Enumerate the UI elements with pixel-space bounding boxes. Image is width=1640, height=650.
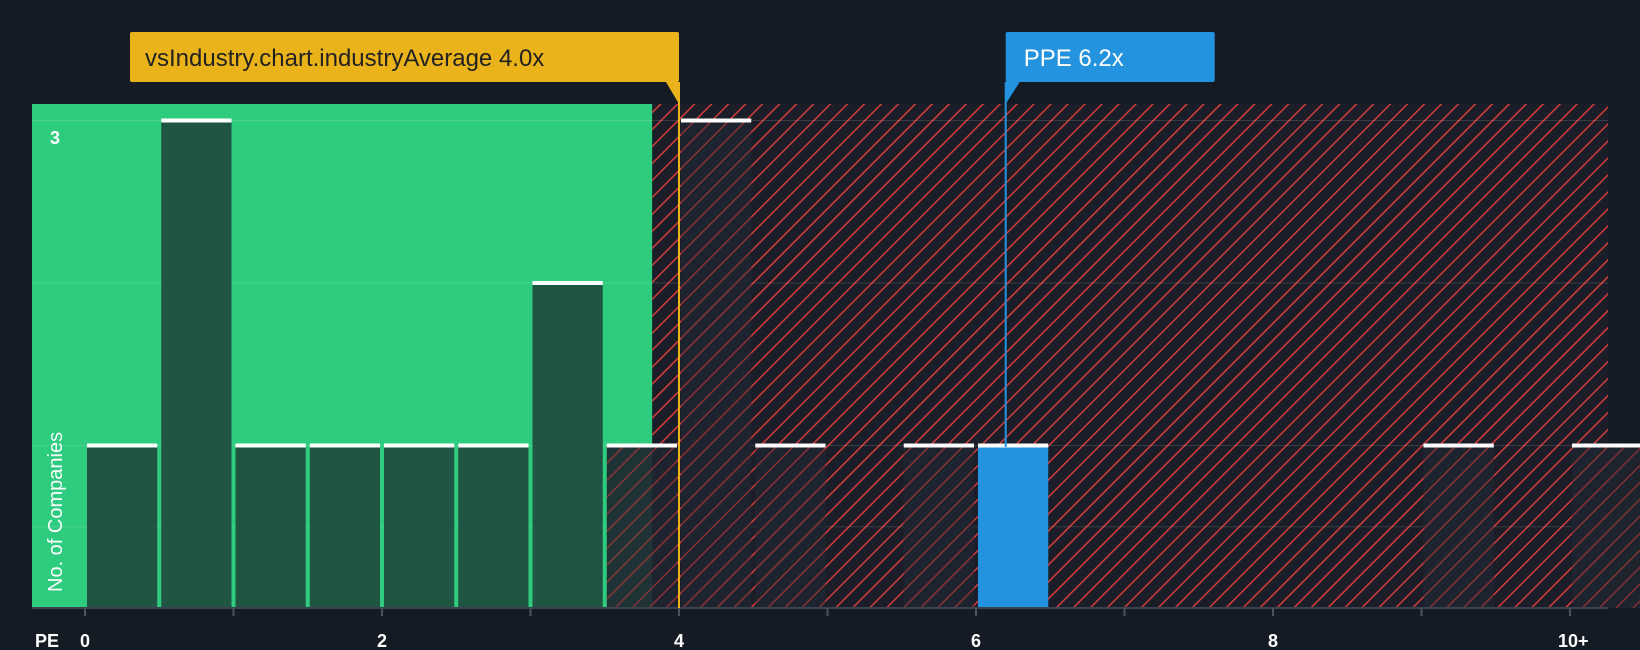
x-tick-label: 4 bbox=[674, 631, 684, 650]
markers bbox=[678, 82, 1007, 608]
bar-top bbox=[1572, 443, 1640, 448]
company-callout-pointer bbox=[1005, 82, 1020, 104]
industry-average-callout bbox=[130, 32, 679, 82]
bar-top bbox=[235, 443, 306, 448]
bar-top bbox=[458, 443, 529, 448]
x-tick-label: 0 bbox=[80, 631, 90, 650]
bar-top bbox=[681, 118, 752, 123]
histogram-bar bbox=[532, 283, 603, 608]
histogram-bar bbox=[384, 445, 455, 608]
bar-top bbox=[755, 443, 826, 448]
histogram-bar bbox=[235, 445, 306, 608]
x-axis-title: PE bbox=[35, 631, 59, 650]
x-tick-label: 6 bbox=[971, 631, 981, 650]
industry-average-callout-pointer bbox=[666, 82, 679, 104]
x-tick-label: 8 bbox=[1268, 631, 1278, 650]
bar-top bbox=[903, 443, 974, 448]
industry-average-label: vsIndustry.chart.industryAverage 4.0x bbox=[145, 45, 544, 72]
x-tick-label: 2 bbox=[377, 631, 387, 650]
bar-top bbox=[161, 118, 232, 123]
bar-hatch-overlay bbox=[1572, 445, 1640, 608]
bar-top bbox=[606, 443, 677, 448]
y-tick-label: 3 bbox=[50, 128, 60, 148]
bar-hatch-overlay bbox=[606, 445, 677, 608]
bar-top bbox=[1423, 443, 1494, 448]
bar-top bbox=[309, 443, 380, 448]
bar-top bbox=[87, 443, 158, 448]
bar-hatch-overlay bbox=[681, 120, 752, 608]
bar-company bbox=[978, 445, 1049, 608]
bar-top bbox=[384, 443, 455, 448]
histogram-bars bbox=[87, 118, 1640, 608]
histogram-bar bbox=[309, 445, 380, 608]
bar-hatch-overlay bbox=[755, 445, 826, 608]
x-axis: 0 2 4 6 8 10+ bbox=[80, 608, 1589, 650]
bar-top bbox=[978, 443, 1049, 448]
bar-hatch-overlay bbox=[1423, 445, 1494, 608]
x-tick-label: 10+ bbox=[1558, 631, 1589, 650]
callouts: vsIndustry.chart.industryAverage 4.0x PP… bbox=[130, 32, 1215, 104]
y-axis-title: No. of Companies bbox=[45, 432, 67, 592]
histogram-bar bbox=[161, 120, 232, 608]
company-callout bbox=[1005, 32, 1215, 82]
bar-top bbox=[532, 281, 603, 285]
company-pe-label: PPE 6.2x bbox=[1024, 45, 1124, 72]
histogram-bar bbox=[87, 445, 158, 608]
bar-hatch-overlay bbox=[903, 445, 974, 608]
histogram-bar bbox=[458, 445, 529, 608]
